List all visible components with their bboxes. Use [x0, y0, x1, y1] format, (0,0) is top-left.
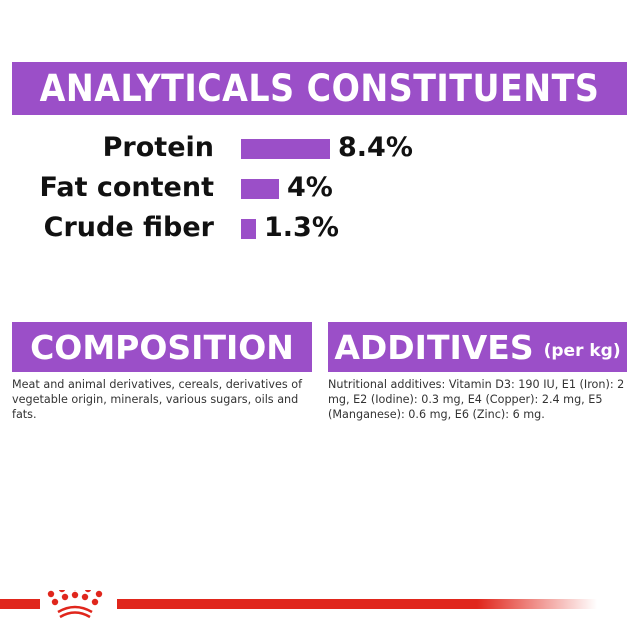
protein-label: Protein: [102, 132, 214, 163]
fiber-bar: [241, 219, 256, 239]
protein-bar: [241, 139, 330, 159]
fat-value: 4%: [287, 172, 333, 203]
composition-text: Meat and animal derivatives, cereals, de…: [12, 378, 303, 421]
analytical-constituents-banner: ANALYTICALS CONSTITUENTS: [12, 62, 627, 115]
composition-banner: COMPOSITION: [12, 322, 312, 372]
fiber-value: 1.3%: [264, 212, 339, 243]
analytical-title: ANALYTICALS CONSTITUENTS: [39, 67, 600, 110]
protein-value: 8.4%: [338, 132, 413, 163]
additives-banner: ADDITIVES (per kg): [328, 322, 627, 372]
fat-label: Fat content: [39, 172, 214, 203]
fat-bar: [241, 179, 279, 199]
additives-title: ADDITIVES: [334, 327, 534, 367]
additives-text: Nutritional additives: Vitamin D3: 190 I…: [328, 378, 625, 421]
crown-logo-icon: [0, 583, 597, 619]
fiber-label: Crude fiber: [43, 212, 214, 243]
composition-title: COMPOSITION: [30, 327, 294, 367]
additives-subtitle: (per kg): [543, 341, 621, 361]
brand-footer: [0, 583, 640, 620]
